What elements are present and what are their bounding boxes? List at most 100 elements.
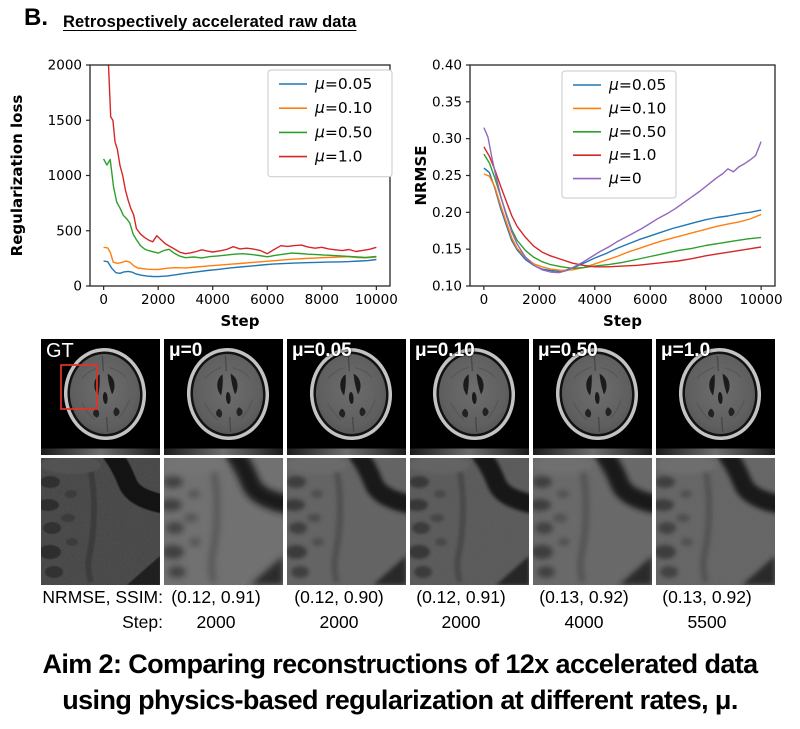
mri-brain-image [410,339,529,455]
x-tick-label: 8000 [689,292,723,308]
mri-brain-image [656,339,775,455]
legend-label: μ=0.50 [314,123,372,141]
mri-zoom-crop-row [0,458,800,585]
mri-zoom-crop-image [41,458,160,585]
figure-header: B. Retrospectively accelerated raw data [0,0,800,46]
mri-panel-label: μ=1.0 [661,340,711,361]
x-tick-label: 6000 [250,292,284,308]
step-row-label: Step: [122,612,163,632]
y-tick-label: 0.10 [432,279,462,295]
x-tick-label: 0 [480,292,489,308]
nrmse-ssim-value: (0.12, 0.91) [416,587,506,607]
mri-panel-1: μ=0 [164,339,283,455]
series-μ=0.10 [483,173,762,272]
legend-label: μ=0 [608,170,642,188]
x-tick-label: 10000 [740,292,783,308]
mri-panel-label: μ=0.10 [415,340,475,361]
y-tick-label: 0.20 [432,205,462,221]
mri-zoom-panel-2 [287,458,406,585]
x-tick-label: 2000 [141,292,175,308]
series-μ=0.10 [103,246,377,271]
x-axis-label: Step [603,312,642,330]
series-μ=0.05 [103,258,377,278]
mri-zoom-panel-4 [533,458,652,585]
x-axis-label: Step [221,312,260,330]
legend: μ=0.05 μ=0.10 μ=0.50 μ=1.0 μ=0 [561,70,677,199]
caption-line2: using physics-based regularization at di… [62,685,738,715]
y-tick-label: 500 [56,223,82,239]
legend-label: μ=0.10 [608,99,666,117]
nrmse-ssim-value: (0.13, 0.92) [662,587,752,607]
nrmse-ssim-value: (0.13, 0.92) [539,587,629,607]
mri-panel-label: GT [46,340,74,362]
y-tick-label: 0.25 [432,168,462,184]
series-μ=1.0 [107,65,377,255]
series-μ=0.50 [102,158,377,259]
mri-panel-label: μ=0.05 [292,340,352,361]
series-μ=1.0 [483,146,762,268]
nrmse-plot: 0.10 0.15 0.20 0.25 0.30 0.35 0.40 0 2000 4000 600… [412,58,783,331]
legend: μ=0.05 μ=0.10 μ=0.50 μ=1.0 [267,69,393,178]
mri-panel-3: μ=0.10 [410,339,529,455]
figure-title: Retrospectively accelerated raw data [63,13,357,31]
mri-brain-image [533,339,652,455]
step-value: 2000 [319,612,359,632]
y-tick-label: 1000 [48,168,82,184]
step-value: 5500 [687,612,727,632]
legend-label: μ=0.05 [314,75,372,93]
mri-brain-image [164,339,283,455]
series-μ=0.05 [483,167,762,273]
nrmse-ssim-value: (0.12, 0.90) [294,587,384,607]
nrmse-chart: 0.10 0.15 0.20 0.25 0.30 0.35 0.40 0 2000 4000 600… [410,50,800,335]
y-tick-label: 2000 [48,58,82,74]
legend-label: μ=0.05 [608,76,666,94]
y-tick-label: 1500 [48,113,82,129]
mri-zoom-crop-image [533,458,652,585]
x-tick-label: 6000 [633,292,667,308]
nrmse-ssim-row-label: NRMSE, SSIM: [42,587,163,607]
x-tick-label: 0 [99,292,108,308]
regloss-plot: 0 500 1000 1500 2000 0 2000 4000 6000 8000 10000 St… [8,58,398,331]
mri-zoom-panel-1 [164,458,283,585]
x-tick-label: 4000 [196,292,230,308]
mri-brain-image [287,339,406,455]
mri-brain-image [41,339,160,455]
mri-zoom-crop-image [164,458,283,585]
x-tick-label: 8000 [305,292,339,308]
regularization-loss-chart: 0 500 1000 1500 2000 0 2000 4000 6000 8000 10000 St… [0,50,400,335]
step-value: 2000 [441,612,481,632]
y-tick-label: 0 [73,279,82,295]
panel-letter: B. [24,4,48,31]
series-μ=0 [483,127,762,274]
mri-zoom-panel-0 [41,458,160,585]
y-axis-label: NRMSE [412,145,430,205]
caption-line1: Aim 2: Comparing reconstructions of 12x … [42,649,758,679]
mri-panel-2: μ=0.05 [287,339,406,455]
step-value: 4000 [564,612,604,632]
mri-zoom-crop-image [287,458,406,585]
mri-panel-5: μ=1.0 [656,339,775,455]
mri-zoom-panel-5 [656,458,775,585]
figure-caption: Aim 2: Comparing reconstructions of 12x … [0,646,800,718]
nrmse-ssim-value: (0.12, 0.91) [171,587,261,607]
step-value: 2000 [196,612,236,632]
mri-panel-4: μ=0.50 [533,339,652,455]
mri-zoom-crop-image [410,458,529,585]
x-tick-label: 10000 [355,292,398,308]
mri-panel-0: GT [41,339,160,455]
y-tick-label: 0.35 [432,94,462,110]
mri-zoom-crop-image [656,458,775,585]
mri-image-row: GT μ=0 [0,339,800,455]
mri-panel-label: μ=0.50 [538,340,598,361]
mri-panel-label: μ=0 [169,340,203,361]
y-tick-label: 0.15 [432,242,462,258]
legend-label: μ=1.0 [608,146,657,164]
legend-label: μ=1.0 [314,148,363,166]
legend-label: μ=0.50 [608,123,666,141]
y-tick-label: 0.30 [432,131,462,147]
y-axis-label: Regularization loss [8,95,26,257]
y-tick-label: 0.40 [432,58,462,74]
x-tick-label: 4000 [578,292,612,308]
mri-zoom-panel-3 [410,458,529,585]
